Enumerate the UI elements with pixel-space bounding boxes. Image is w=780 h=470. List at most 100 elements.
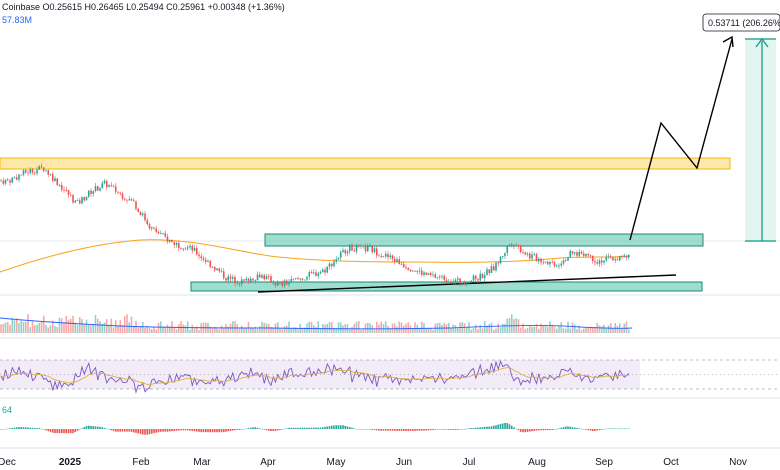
candle-body: [326, 266, 329, 273]
candle: [171, 239, 173, 243]
candle: [355, 243, 358, 255]
volume-bar: [283, 326, 286, 333]
candle: [290, 275, 293, 283]
candle-body: [432, 274, 434, 276]
candle-body: [67, 189, 70, 195]
macd-bar: [40, 428, 43, 430]
candle-body: [607, 256, 610, 258]
candle-body: [499, 256, 502, 264]
volume-bar: [540, 323, 542, 333]
macd-bar: [348, 427, 351, 429]
macd-bar: [310, 427, 313, 429]
candle: [324, 267, 326, 276]
volume-bar: [155, 329, 158, 333]
candle: [236, 280, 239, 285]
candle-body: [560, 263, 563, 266]
volume-bar: [87, 324, 90, 333]
candle-body: [348, 244, 351, 252]
volume-bar: [211, 328, 214, 333]
candle: [380, 253, 383, 258]
candle-body: [544, 261, 547, 263]
macd-bar: [294, 427, 297, 429]
candle-body: [459, 278, 461, 284]
macd-bar: [434, 429, 437, 430]
candle: [117, 191, 119, 195]
volume-bar: [369, 323, 371, 333]
candle-body: [409, 269, 412, 272]
candle: [301, 277, 304, 282]
candle-body: [162, 233, 164, 235]
candle-body: [276, 282, 279, 286]
macd-bar: [357, 429, 360, 430]
volume-bar: [366, 322, 369, 333]
candle-body: [335, 259, 338, 262]
candle: [141, 211, 144, 217]
volume-bar: [276, 322, 279, 333]
macd-bar: [396, 429, 398, 431]
candle-body: [310, 272, 313, 274]
macd-bar: [42, 429, 45, 430]
candle: [92, 190, 95, 197]
candle-body: [27, 172, 29, 174]
candle-body: [355, 245, 358, 252]
candle-body: [344, 250, 347, 254]
macd-bar: [560, 427, 563, 429]
volume-bar: [542, 325, 545, 333]
volume-bar: [519, 327, 522, 333]
candle: [294, 277, 297, 280]
macd-bar: [553, 429, 556, 430]
candle-body: [567, 257, 569, 261]
volume-bar: [297, 329, 299, 333]
macd-bar: [193, 429, 196, 432]
macd-bar: [549, 429, 551, 431]
candle-body: [171, 240, 173, 243]
volume-bar: [335, 328, 338, 333]
macd-bar: [436, 429, 439, 430]
candle-body: [11, 177, 14, 183]
macd-bar: [123, 429, 126, 432]
candle: [27, 169, 29, 177]
candle-body: [99, 188, 101, 191]
candle: [256, 271, 259, 281]
candle: [209, 259, 212, 269]
volume-bar: [486, 325, 488, 333]
candle-body: [153, 227, 155, 229]
volume-bar: [303, 327, 306, 333]
volume-bar: [74, 322, 77, 333]
candle: [344, 248, 347, 257]
candle-body: [555, 265, 558, 267]
candle-body: [33, 172, 36, 174]
candle: [128, 196, 131, 201]
candle-body: [420, 270, 423, 275]
volume-bar: [126, 314, 128, 333]
candle-body: [58, 185, 61, 186]
candle-body: [438, 276, 441, 278]
volume-bar: [128, 322, 131, 333]
volume-bar: [607, 325, 610, 333]
target-label-text: 0.53711 (206.26%): [708, 18, 780, 28]
candle-body: [315, 272, 317, 276]
candle: [515, 242, 518, 247]
volume-bar: [357, 321, 360, 333]
candle: [400, 262, 403, 266]
candle: [555, 264, 558, 268]
volume-bar: [454, 325, 457, 333]
macd-bar: [425, 429, 428, 431]
candle-body: [272, 282, 275, 284]
volume-bar: [213, 326, 216, 333]
volume-bar: [254, 326, 257, 333]
candle-body: [252, 278, 254, 281]
volume-bar: [231, 321, 234, 333]
candle: [108, 183, 110, 188]
volume-bar: [585, 327, 587, 333]
candle: [153, 227, 155, 230]
volume-bar: [495, 328, 497, 333]
candle-body: [513, 244, 515, 246]
macd-bar: [391, 429, 394, 431]
candle: [218, 267, 221, 273]
macd-bar: [308, 427, 311, 429]
candle-body: [524, 252, 527, 255]
macd-bar: [423, 429, 425, 431]
candle: [317, 271, 320, 280]
